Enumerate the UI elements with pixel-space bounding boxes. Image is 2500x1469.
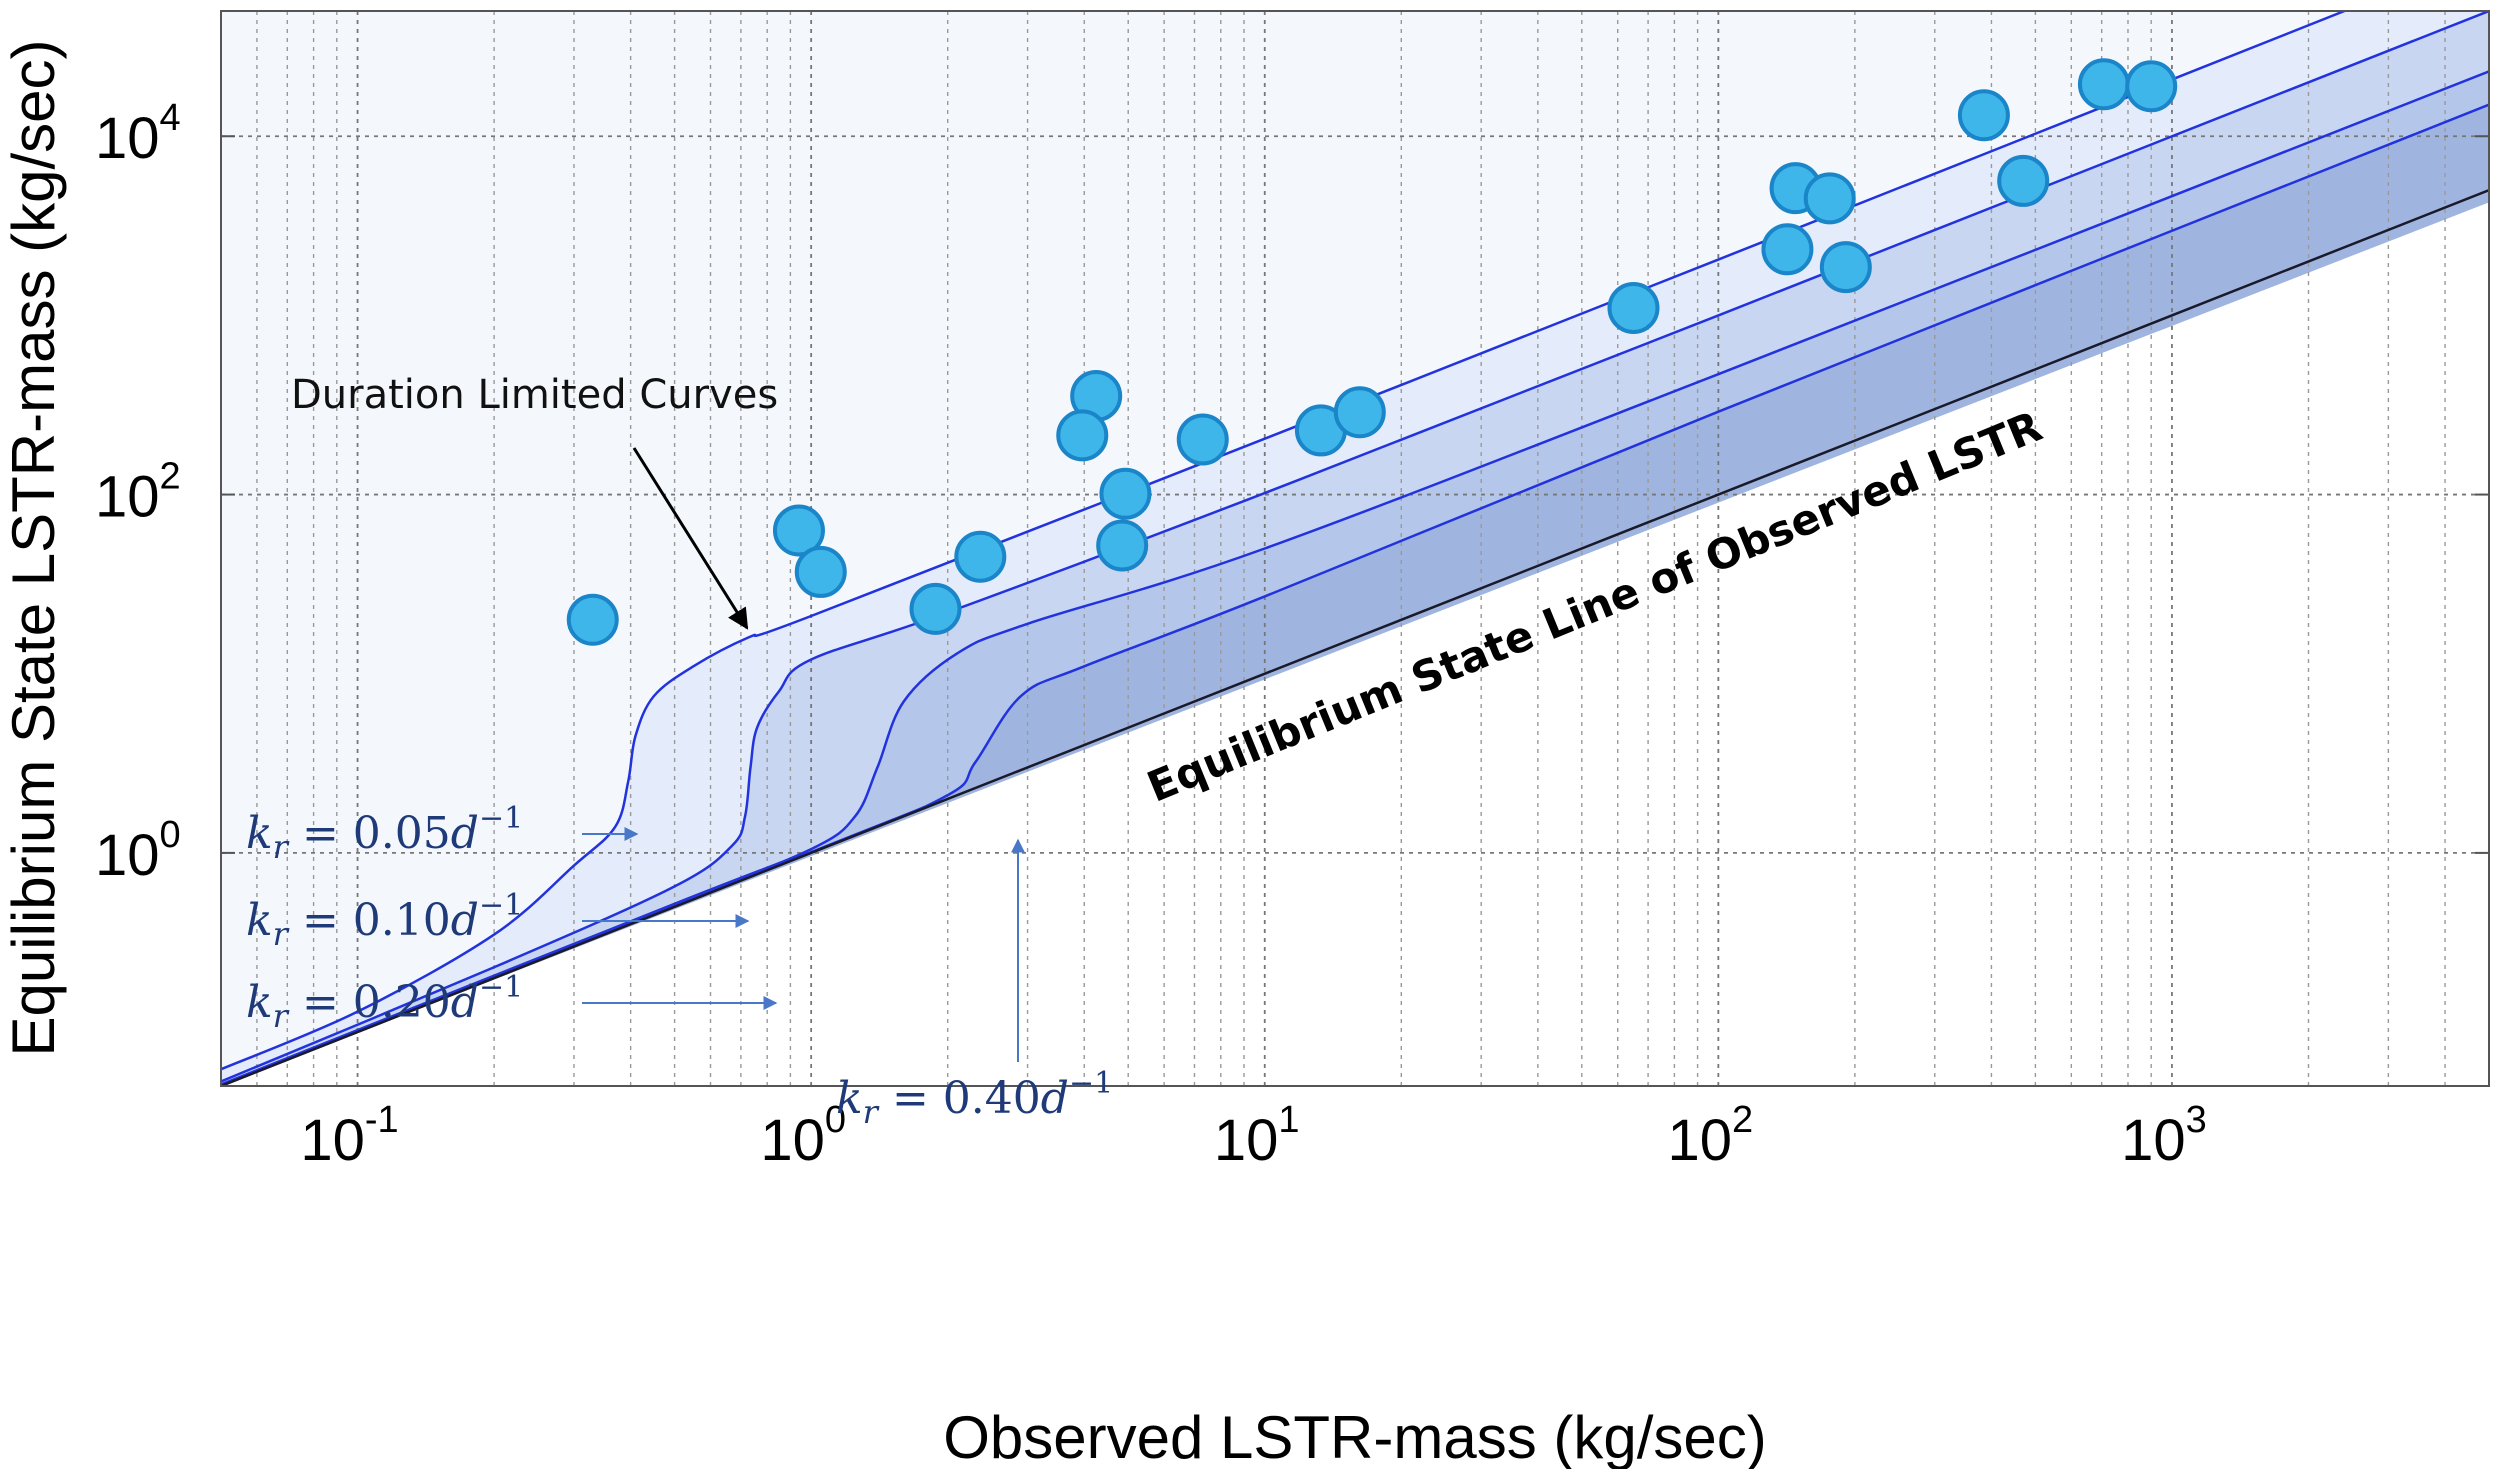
- y-axis-label: Equilibrium State LSTR-mass (kg/sec): [0, 40, 67, 1057]
- observation-point: [772, 504, 825, 557]
- duration-limited-label: Duration Limited Curves: [291, 372, 778, 418]
- kr-label-kr=0.10: kr = 0.10d−1: [246, 888, 523, 953]
- curve-kr=0.20: [221, 70, 2489, 1086]
- observation-point: [2125, 60, 2178, 113]
- observation-point: [1176, 413, 1229, 466]
- x-axis-label: Observed LSTR-mass (kg/sec): [943, 1404, 1767, 1469]
- y-tick-label: 100: [95, 814, 181, 888]
- kr-label-kr=0.05: kr = 0.05d−1: [246, 801, 523, 866]
- equilibrium-line: [221, 189, 2489, 1086]
- observation-point: [909, 582, 962, 635]
- x-tick-label: 103: [2121, 1099, 2207, 1173]
- observation-point: [1056, 409, 1109, 462]
- observation-point: [1957, 89, 2010, 142]
- y-tick-label: 102: [95, 456, 181, 530]
- x-tick-label: 10-1: [300, 1099, 398, 1173]
- observation-point: [1607, 281, 1660, 334]
- curve-kr=0.10: [221, 11, 2489, 1083]
- curve-fill-kr=0.40: [221, 104, 2489, 1086]
- observation-point: [1096, 519, 1149, 572]
- observation-point: [1997, 154, 2050, 207]
- x-tick-label: 100: [760, 1099, 846, 1173]
- observation-point: [954, 530, 1007, 583]
- observation-point: [2077, 58, 2130, 111]
- x-tick-label: 101: [1214, 1099, 1300, 1173]
- kr-label-kr=0.20: kr = 0.20d−1: [246, 970, 523, 1035]
- observation-point: [1819, 241, 1872, 294]
- observation-point: [1761, 223, 1814, 276]
- observation-point: [566, 593, 619, 646]
- observation-point: [1333, 386, 1386, 439]
- observation-point: [794, 545, 847, 598]
- x-tick-label: 102: [1668, 1099, 1754, 1173]
- kr-label-kr=0.40: kr = 0.40d−1: [836, 1066, 1113, 1131]
- observation-point: [1803, 172, 1856, 225]
- duration-arrow: [632, 447, 749, 630]
- plot-frame: [220, 10, 2490, 1087]
- y-tick-label: 104: [95, 97, 181, 171]
- observation-point: [1099, 467, 1152, 520]
